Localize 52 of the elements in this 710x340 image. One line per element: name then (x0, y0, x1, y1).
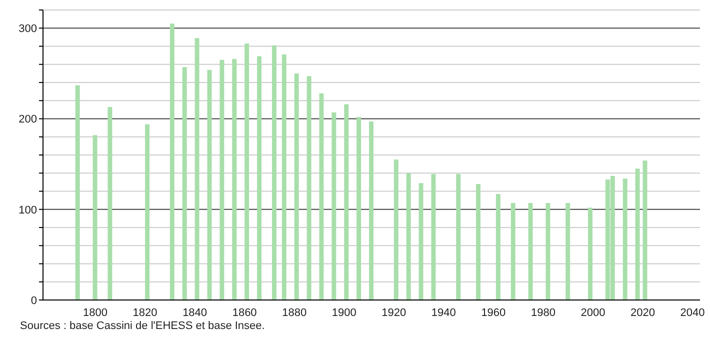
bar (145, 124, 150, 300)
bar (431, 174, 436, 300)
bar (220, 60, 224, 300)
x-tick-label: 1880 (282, 306, 307, 319)
x-tick-label: 1940 (431, 306, 456, 319)
bar (257, 56, 262, 300)
bar (510, 203, 516, 300)
x-tick-label: 1960 (481, 306, 506, 319)
bar (546, 203, 550, 300)
bar (182, 67, 187, 300)
x-tick-label: 1920 (382, 306, 406, 319)
bar (456, 174, 461, 300)
x-tick-label: 2040 (680, 306, 705, 319)
bar (476, 184, 480, 300)
x-tick-label: 1840 (182, 306, 208, 319)
bar (108, 106, 112, 300)
bar (232, 58, 237, 300)
bar (588, 208, 592, 300)
x-tick-label: 1800 (83, 306, 108, 319)
bar (418, 183, 424, 300)
x-tick-label: 1980 (530, 306, 556, 319)
x-tick-label: 2020 (630, 306, 656, 319)
bar (194, 38, 200, 300)
y-tick-label: 0 (30, 294, 37, 307)
bar (635, 168, 640, 300)
bar (92, 135, 98, 300)
bar (272, 45, 276, 300)
y-tick-label: 200 (18, 114, 37, 126)
x-tick-label: 1820 (132, 306, 158, 319)
y-tick-label: 300 (18, 23, 37, 36)
x-tick-label: 2000 (580, 306, 606, 319)
bar (406, 173, 411, 300)
bar (294, 73, 299, 300)
bar (496, 194, 500, 300)
source-note: Sources : base Cassini de l'EHESS et base Insee. (20, 320, 266, 332)
bar (75, 85, 80, 300)
bar (528, 203, 533, 300)
bar (344, 104, 349, 300)
bar (332, 112, 336, 300)
bar (319, 93, 324, 300)
bar (244, 44, 250, 300)
bar (566, 203, 570, 300)
bar (306, 76, 312, 300)
y-tick-label: 100 (18, 204, 37, 216)
bar (282, 54, 286, 300)
bar (356, 116, 362, 300)
x-tick-label: 1900 (332, 306, 356, 319)
bar (369, 121, 374, 300)
bar (170, 24, 174, 300)
bar (394, 160, 398, 300)
bar (622, 178, 628, 300)
x-tick-label: 1860 (232, 306, 257, 319)
